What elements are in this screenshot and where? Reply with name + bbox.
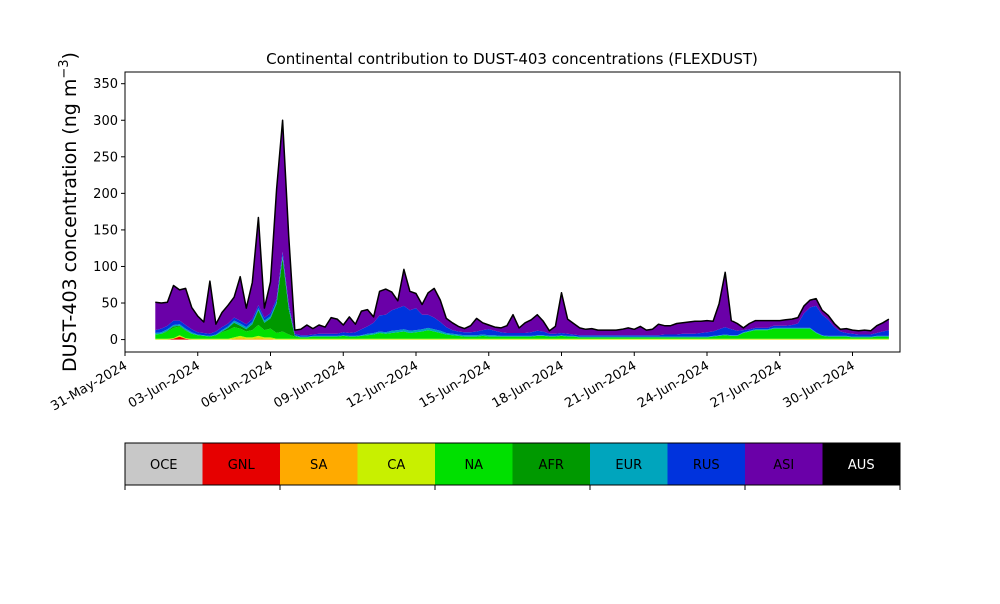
x-tick-label: 15-Jun-2024 <box>417 358 494 411</box>
area-ca <box>155 335 889 340</box>
legend-label-sa: SA <box>310 458 327 473</box>
area-na <box>155 325 889 339</box>
legend-frame <box>124 442 901 486</box>
x-tick-label: 06-Jun-2024 <box>199 358 276 411</box>
x-tick-label: 27-Jun-2024 <box>708 358 785 411</box>
total-line <box>155 119 890 332</box>
y-tick-label: 350 <box>93 77 118 92</box>
legend-swatch-na <box>435 443 513 485</box>
legend-colorbar: OCE GNL SA CA NA AFR EUR RUS ASI AUS <box>124 442 901 490</box>
legend-label-rus: RUS <box>693 458 720 473</box>
legend-swatch-gnl <box>202 443 280 485</box>
x-tick-label: 12-Jun-2024 <box>344 358 421 411</box>
legend-swatch-aus <box>822 443 900 485</box>
area-asi <box>155 120 889 336</box>
x-tick-label: 18-Jun-2024 <box>490 358 567 411</box>
legend-label-oce: OCE <box>150 458 178 473</box>
x-tick-label: 21-Jun-2024 <box>562 358 639 411</box>
y-tick-label: 0 <box>110 333 118 348</box>
y-axis-label-close: ) <box>59 52 81 59</box>
y-tick-label: 300 <box>93 114 118 129</box>
legend-swatch-ca <box>357 443 435 485</box>
y-tick-label: 100 <box>93 260 118 275</box>
legend-label-eur: EUR <box>615 458 642 473</box>
legend-swatch-oce <box>125 443 203 485</box>
x-axis-ticks: 31-May-202403-Jun-202406-Jun-202409-Jun-… <box>48 352 858 414</box>
y-tick-label: 250 <box>93 150 118 165</box>
y-axis-label-text: DUST-403 concentration (ng m <box>59 79 81 372</box>
area-afr <box>155 258 889 338</box>
legend-label-afr: AFR <box>539 458 564 473</box>
legend-label-aus: AUS <box>848 458 875 473</box>
x-tick-label: 03-Jun-2024 <box>126 358 203 411</box>
x-tick-label: 30-Jun-2024 <box>781 358 858 411</box>
legend-swatch-sa <box>280 443 358 485</box>
legend-swatch-eur <box>590 443 668 485</box>
stacked-areas <box>155 119 890 340</box>
area-rus <box>155 251 889 337</box>
legend-swatch-rus <box>667 443 745 485</box>
plot-frame <box>124 71 901 353</box>
legend-label-gnl: GNL <box>228 458 256 473</box>
chart-title: Continental contribution to DUST-403 con… <box>266 50 758 68</box>
y-axis-label: DUST-403 concentration (ng m−3) <box>57 52 81 372</box>
x-tick-label: 24-Jun-2024 <box>635 358 712 411</box>
y-tick-label: 150 <box>93 223 118 238</box>
legend-label-asi: ASI <box>773 458 794 473</box>
y-axis-label-superscript: −3 <box>57 59 72 78</box>
y-tick-label: 200 <box>93 187 118 202</box>
legend-label-na: NA <box>464 458 483 473</box>
legend-swatch-asi <box>745 443 823 485</box>
y-tick-label: 50 <box>101 297 118 312</box>
x-tick-label: 09-Jun-2024 <box>271 358 348 411</box>
y-axis-ticks: 0 50 100 150 200 250 300 350 <box>93 77 125 348</box>
legend-label-ca: CA <box>387 458 405 473</box>
legend-swatch-afr <box>512 443 590 485</box>
